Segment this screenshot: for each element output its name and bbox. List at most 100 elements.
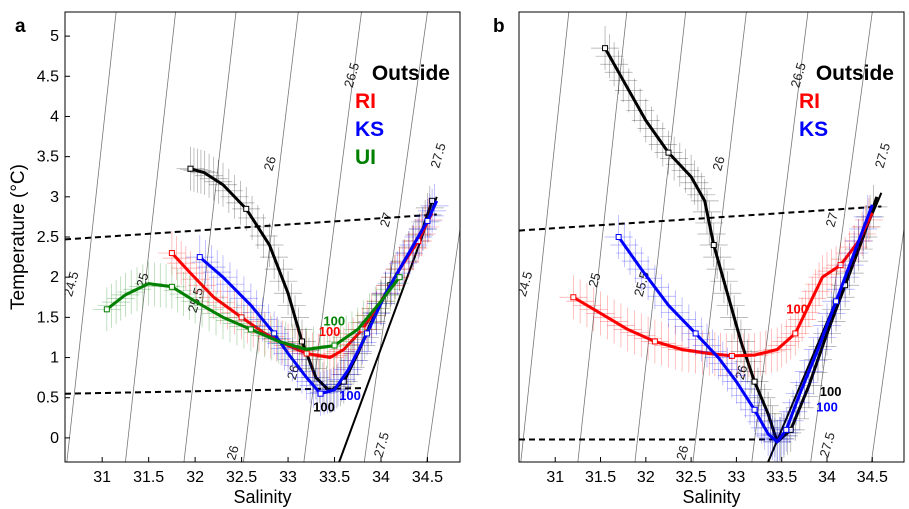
data-point <box>247 326 254 333</box>
legend-entry: Outside <box>372 62 450 85</box>
isopycnal-line <box>125 12 176 462</box>
isopycnal-line <box>634 12 687 462</box>
data-point <box>692 330 699 337</box>
axes-frame <box>518 11 905 463</box>
data-point <box>103 306 110 313</box>
depth-annotation: 100 <box>313 399 335 414</box>
dashed-reference-line <box>519 205 882 232</box>
isopycnal-label: 27 <box>823 211 841 229</box>
isopycnal-line <box>426 228 460 462</box>
panel-b: 24.5 25 25.52626.52727.5262627.51001001003… <box>493 11 905 507</box>
depth-annotation: 100 <box>339 388 361 403</box>
data-point <box>187 165 194 172</box>
series-line <box>572 212 874 358</box>
series-ri <box>559 197 883 378</box>
isopycnal-label: 27.5 <box>427 141 448 169</box>
series-ui <box>92 261 409 372</box>
isopycnal-line <box>870 228 904 462</box>
isopycnal-label: 27.5 <box>371 430 392 458</box>
dashed-reference-line <box>65 213 437 241</box>
isopycnal-label: 26 <box>673 444 691 462</box>
series-outside <box>591 26 888 462</box>
data-point <box>317 390 324 397</box>
isopycnal-label: 24.5 <box>60 270 81 298</box>
x-tick-label: 32 <box>186 469 204 486</box>
data-point <box>792 330 799 337</box>
isopycnal-line <box>751 12 809 462</box>
x-tick-label: 31.5 <box>585 469 616 486</box>
data-point <box>238 314 245 321</box>
x-tick-label: 32 <box>637 469 655 486</box>
x-tick-label: 31 <box>93 469 111 486</box>
data-point <box>665 149 672 156</box>
isopycnal-label: 26.5 <box>341 61 362 89</box>
legend-entry: RI <box>799 90 820 113</box>
depth-annotation: 100 <box>820 384 842 399</box>
data-point <box>710 242 717 249</box>
isopycnal-label: 26 <box>732 363 750 381</box>
data-point <box>364 330 371 337</box>
data-point <box>168 250 175 257</box>
isopycnal-label: 24.5 <box>514 270 535 298</box>
y-tick-label: 1.5 <box>37 309 59 326</box>
legend-entry: RI <box>355 90 376 113</box>
x-tick-label: 33.5 <box>766 469 797 486</box>
legend-entry: Outside <box>816 62 894 85</box>
isopycnal-label: 25 <box>585 271 603 289</box>
legend-entry: KS <box>799 118 828 141</box>
data-point <box>196 254 203 261</box>
isopycnal-line <box>66 12 117 462</box>
y-tick-label: 4 <box>50 108 59 125</box>
isopycnal-line <box>183 12 237 462</box>
y-tick-label: 5 <box>50 28 59 45</box>
data-point <box>271 330 278 337</box>
depth-annotation: 100 <box>319 324 341 339</box>
depth-annotation: 100 <box>816 399 838 414</box>
data-point <box>728 352 735 359</box>
data-point <box>602 45 609 52</box>
y-tick-label: 4.5 <box>37 68 59 85</box>
data-point <box>651 338 658 345</box>
isopycnal-label: 26 <box>709 154 727 172</box>
y-axis-label: Temperature (°C) <box>8 164 29 310</box>
x-tick-label: 31 <box>546 469 564 486</box>
y-tick-label: 2 <box>50 269 59 286</box>
series-line <box>198 200 439 396</box>
x-tick-label: 31.5 <box>133 469 164 486</box>
data-point <box>396 274 403 281</box>
series-ks <box>604 194 882 462</box>
isopycnal-line <box>577 12 628 462</box>
x-axis-label: Salinity <box>233 487 291 507</box>
isopycnal-line <box>363 12 428 462</box>
x-tick-label: 33.5 <box>319 469 350 486</box>
y-tick-label: 3 <box>50 189 59 206</box>
y-tick-label: 0 <box>50 430 59 447</box>
y-tick-label: 1 <box>50 350 59 367</box>
data-point <box>751 406 758 413</box>
panel-a: 24.5 2525.52626.52727.5262627.51001001001… <box>8 11 461 507</box>
depth-annotation: 100 <box>323 313 345 328</box>
isopycnal-line <box>692 12 747 462</box>
data-point <box>299 338 305 345</box>
series-line <box>603 47 879 444</box>
legend-entry: KS <box>355 118 384 141</box>
isopycnal-label: 26.5 <box>788 61 809 89</box>
y-tick-label: 3.5 <box>37 149 59 166</box>
x-tick-label: 34.5 <box>857 469 888 486</box>
data-point <box>751 378 758 385</box>
x-tick-label: 33 <box>728 469 746 486</box>
panel-letter: a <box>15 16 26 37</box>
isopycnal-label: 27 <box>377 211 395 229</box>
y-tick-label: 2.5 <box>37 229 59 246</box>
depth-annotation: 100 <box>786 301 808 316</box>
data-point <box>429 197 436 204</box>
data-point <box>424 217 431 224</box>
x-tick-label: 34.5 <box>412 469 443 486</box>
x-axis-label: Salinity <box>682 487 740 507</box>
data-point <box>331 342 338 349</box>
isopycnal-label: 27.5 <box>872 141 893 169</box>
isopycnal-line <box>810 12 873 462</box>
